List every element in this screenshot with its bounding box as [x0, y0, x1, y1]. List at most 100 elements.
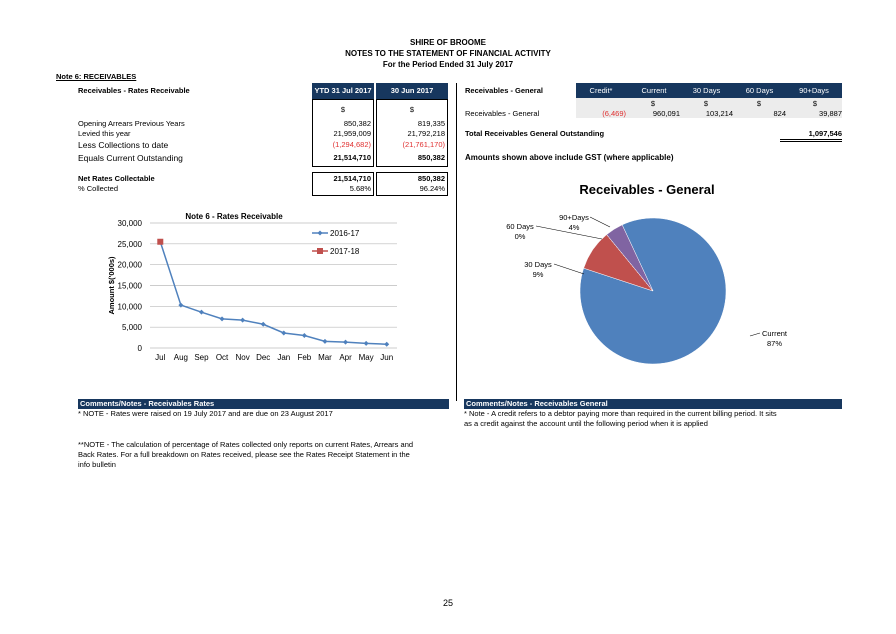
cell: (6,469): [602, 109, 626, 118]
note: Amounts shown above include GST (where a…: [465, 153, 674, 162]
slice-value-label: 87%: [767, 339, 782, 348]
cell: 21,514,710: [333, 153, 371, 162]
row-label: Opening Arrears Previous Years: [78, 119, 185, 128]
comment-title: Comments/Notes - Receivables General: [464, 399, 842, 409]
unit: $: [756, 99, 761, 108]
cell: 21,792,218: [407, 129, 445, 138]
total-label: Total Receivables General Outstanding: [465, 129, 605, 138]
y-tick-label: 30,000: [118, 219, 143, 228]
row-label: Receivables - General: [465, 109, 540, 118]
legend-label: 2017-18: [330, 247, 360, 256]
comment: * NOTE - Rates were raised on 19 July 20…: [78, 409, 333, 418]
marker: [260, 321, 266, 327]
y-tick-label: 20,000: [118, 261, 143, 270]
pie-slice: [606, 224, 654, 292]
cell: 824: [773, 109, 786, 118]
x-tick-label: Aug: [174, 353, 188, 362]
marker: [363, 340, 369, 346]
comment-title: Comments/Notes - Receivables Rates: [78, 399, 449, 409]
page-number: 25: [442, 598, 453, 608]
x-tick-label: Sep: [194, 353, 209, 362]
column-box: [376, 99, 448, 167]
x-tick-label: May: [359, 353, 374, 362]
line: [159, 241, 387, 345]
marker: [384, 341, 390, 347]
cell: 819,335: [417, 119, 445, 128]
column-header: 30 Jun 2017: [376, 83, 448, 99]
legend-marker: [317, 248, 323, 254]
marker: [322, 338, 328, 344]
cell: (21,761,170): [402, 140, 445, 149]
column-header: YTD 31 Jul 2017: [312, 83, 374, 99]
legend-label: 2016-17: [330, 229, 360, 238]
unit: $: [703, 99, 708, 108]
cell: 850,382: [343, 119, 371, 128]
slice-value-label: 9%: [533, 270, 544, 279]
y-axis-label: Amount $('000s): [107, 256, 116, 315]
row-label: Equals Current Outstanding: [78, 153, 183, 163]
unit-band: [576, 98, 842, 118]
cell: 850,382: [417, 174, 445, 183]
header-line: SHIRE OF BROOME: [409, 38, 486, 47]
leader-line: [553, 263, 585, 275]
x-tick-label: Feb: [297, 353, 311, 362]
cell: 103,214: [705, 109, 733, 118]
header-band: [576, 83, 842, 98]
header-line: For the Period Ended 31 July 2017: [382, 60, 514, 69]
row-label: Levied this year: [78, 129, 131, 138]
y-tick-label: 0: [138, 344, 143, 353]
leader-line: [749, 332, 761, 337]
divider: [456, 83, 457, 401]
cell: 39,887: [819, 109, 842, 118]
marker: [219, 316, 225, 322]
cell: 96.24%: [419, 184, 445, 193]
total: 1,097,546: [780, 129, 842, 142]
x-tick-label: Jul: [155, 353, 165, 362]
table-title: Receivables - General: [465, 86, 543, 95]
y-tick-label: 25,000: [118, 240, 143, 249]
column-box: [376, 172, 448, 196]
y-tick-label: 5,000: [122, 323, 143, 332]
slice-label: 60 Days: [506, 222, 534, 231]
slice-label: 30 Days: [524, 260, 552, 269]
slice-value-label: 4%: [569, 223, 580, 232]
marker: [178, 302, 184, 308]
row-label: Net Rates Collectable: [78, 174, 155, 183]
slice-label: Current: [762, 329, 788, 338]
marker: [301, 333, 307, 338]
row-label: % Collected: [78, 184, 119, 193]
marker: [281, 330, 287, 336]
column-header: Current: [641, 86, 667, 95]
chart-title: Note 6 - Rates Receivable: [185, 212, 283, 221]
note-title: Note 6: RECEIVABLES: [56, 72, 137, 81]
column-box: [312, 172, 374, 196]
x-tick-label: Dec: [256, 353, 270, 362]
leader-line: [535, 225, 603, 240]
y-tick-label: 10,000: [118, 302, 143, 311]
x-tick-label: Apr: [339, 353, 352, 362]
marker: [198, 309, 204, 315]
row-label: Less Collections to date: [78, 140, 169, 150]
cell: (1,294,682): [332, 140, 371, 149]
y-tick-label: 15,000: [118, 282, 143, 291]
unit: $: [340, 105, 346, 114]
legend-marker: [317, 230, 323, 236]
chart-title: Receivables - General: [579, 182, 714, 197]
column-header: 60 Days: [745, 86, 774, 95]
column-header: 90+Days: [799, 86, 829, 95]
header-line: NOTES TO THE STATEMENT OF FINANCIAL ACTI…: [345, 49, 551, 58]
unit: $: [650, 99, 655, 108]
column-header: Credit*: [589, 86, 613, 95]
cell: 21,514,710: [333, 174, 371, 183]
slice-label: 90+Days: [559, 213, 589, 222]
unit: $: [812, 99, 817, 108]
x-tick-label: Jun: [380, 353, 393, 362]
column-header: 30 Days: [692, 86, 721, 95]
marker: [157, 238, 164, 245]
slice-value-label: 0%: [515, 232, 526, 241]
marker: [240, 317, 246, 323]
table-title: Receivables - Rates Receivable: [78, 86, 190, 95]
cell: 21,959,009: [333, 129, 371, 138]
